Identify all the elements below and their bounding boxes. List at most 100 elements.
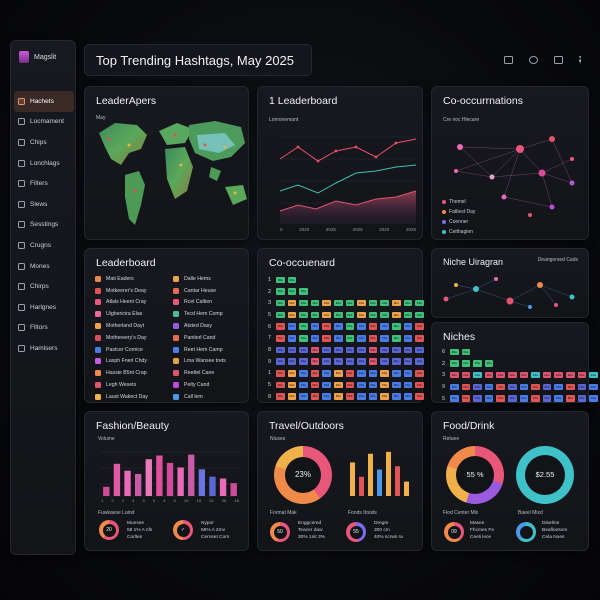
hashtag-chip[interactable]: Fbs <box>404 393 413 400</box>
sidebar-item[interactable]: Hachets <box>14 91 74 112</box>
hashtag-chip[interactable]: Fbs <box>415 347 424 354</box>
hashtag-chip[interactable]: Fbs <box>276 288 285 295</box>
hashtag-chip[interactable]: Fbs <box>299 358 308 365</box>
sidebar-item[interactable]: Mones <box>14 256 74 277</box>
hashtag-chip[interactable]: Fbs <box>334 370 343 377</box>
hashtag-chip[interactable]: Fbs <box>415 335 424 342</box>
hashtag-chip[interactable]: Fbs <box>380 370 389 377</box>
stat-donut[interactable] <box>516 522 536 542</box>
hashtag-chip[interactable]: Fbs <box>357 358 366 365</box>
hashtag-chip[interactable]: Fbs <box>462 360 471 367</box>
hashtag-chip[interactable]: Fbs <box>288 382 297 389</box>
leaderboard-item[interactable]: Lma Wansee trets <box>173 356 247 368</box>
hashtag-chip[interactable]: Fbs <box>531 384 540 391</box>
hashtag-chip[interactable]: Fbs <box>299 300 308 307</box>
stat-donut[interactable]: ✓ <box>173 520 193 540</box>
bar[interactable] <box>156 456 162 496</box>
leaderboard-item[interactable]: Tecd Hem Comp <box>173 308 247 320</box>
hashtag-chip[interactable]: Fbs <box>392 393 401 400</box>
bar[interactable] <box>220 479 226 496</box>
hashtag-chip[interactable]: Fbs <box>346 382 355 389</box>
donut-chart[interactable]: $2.55 <box>516 446 574 504</box>
hashtag-chip[interactable]: Fbs <box>299 370 308 377</box>
bar[interactable] <box>386 452 391 496</box>
sidebar-item[interactable]: Slews <box>14 194 74 215</box>
hashtag-chip[interactable]: Fbs <box>299 312 308 319</box>
hashtag-chip[interactable]: Fbs <box>380 312 389 319</box>
stat-donut[interactable]: 20 <box>99 520 119 540</box>
hashtag-chip[interactable]: Fbs <box>334 300 343 307</box>
hashtag-chip[interactable]: Fbs <box>288 323 297 330</box>
hashtag-chip[interactable]: Fbs <box>380 300 389 307</box>
hashtag-chip[interactable]: Fbs <box>311 347 320 354</box>
hashtag-chip[interactable]: Fbs <box>288 347 297 354</box>
sidebar-item[interactable]: Chips <box>14 132 74 153</box>
hashtag-chip[interactable]: Fbs <box>299 347 308 354</box>
hashtag-chip[interactable]: Fbs <box>299 288 308 295</box>
hashtag-chip[interactable]: Fbs <box>357 393 366 400</box>
eye-icon[interactable] <box>529 56 538 64</box>
hashtag-chip[interactable]: Fbs <box>346 300 355 307</box>
hashtag-chip[interactable]: Fbs <box>288 358 297 365</box>
hashtag-chip[interactable]: Fbs <box>357 312 366 319</box>
hashtag-chip[interactable]: Fbs <box>415 300 424 307</box>
hashtag-chip[interactable]: Fbs <box>276 347 285 354</box>
hashtag-chip[interactable]: Fbs <box>311 358 320 365</box>
hashtag-chip[interactable]: Fbs <box>404 347 413 354</box>
hashtag-chip[interactable]: Fbs <box>322 312 331 319</box>
hashtag-chip[interactable]: Fbs <box>369 370 378 377</box>
donut-chart[interactable]: 55 % <box>446 446 504 504</box>
hashtag-chip[interactable]: Fbs <box>578 395 587 402</box>
hashtag-chip[interactable]: Fbs <box>392 347 401 354</box>
sidebar-item[interactable]: Sesstings <box>14 215 74 236</box>
bar[interactable] <box>231 483 237 496</box>
hashtag-chip[interactable]: Fbs <box>543 395 552 402</box>
hashtag-chip[interactable]: Fbs <box>369 393 378 400</box>
hashtag-chip[interactable]: Fbs <box>311 335 320 342</box>
hashtag-chip[interactable]: Fbs <box>380 358 389 365</box>
sidebar-item[interactable]: Filters <box>14 173 74 194</box>
hashtag-chip[interactable]: Fbs <box>520 372 529 379</box>
hashtag-chip[interactable]: Fbs <box>473 360 482 367</box>
hashtag-chip[interactable]: Fbs <box>276 323 285 330</box>
hashtag-chip[interactable]: Fbs <box>369 335 378 342</box>
hashtag-chip[interactable]: Fbs <box>288 335 297 342</box>
hashtag-chip[interactable]: Fbs <box>404 312 413 319</box>
hashtag-chip[interactable]: Fbs <box>462 349 471 356</box>
hashtag-chip[interactable]: Fbs <box>369 358 378 365</box>
hashtag-chip[interactable]: Fbs <box>380 323 389 330</box>
hashtag-chip[interactable]: Fbs <box>299 335 308 342</box>
hashtag-chip[interactable]: Fbs <box>554 395 563 402</box>
hashtag-chip[interactable]: Fbs <box>276 300 285 307</box>
hashtag-chip[interactable]: Fbs <box>357 323 366 330</box>
hashtag-chip[interactable]: Fbs <box>288 288 297 295</box>
hashtag-chip[interactable]: Fbs <box>554 372 563 379</box>
brand[interactable]: Magslit <box>19 51 56 63</box>
hashtag-chip[interactable]: Fbs <box>404 335 413 342</box>
hashtag-chip[interactable]: Fbs <box>392 358 401 365</box>
hashtag-chip[interactable]: Fbs <box>334 393 343 400</box>
hashtag-chip[interactable]: Fbs <box>322 335 331 342</box>
bar[interactable] <box>209 477 215 496</box>
hashtag-chip[interactable]: Fbs <box>322 382 331 389</box>
hashtag-chip[interactable]: Fbs <box>404 370 413 377</box>
legend-item[interactable]: Fatliest Day <box>442 207 475 217</box>
bar[interactable] <box>350 462 355 496</box>
menu-icon[interactable] <box>579 56 582 64</box>
hashtag-chip[interactable]: Fbs <box>473 395 482 402</box>
hashtag-chip[interactable]: Fbs <box>276 370 285 377</box>
hashtag-chip[interactable]: Fbs <box>380 393 389 400</box>
hashtag-chip[interactable]: Fbs <box>369 382 378 389</box>
hashtag-chip[interactable]: Fbs <box>311 370 320 377</box>
hashtag-chip[interactable]: Fbs <box>276 358 285 365</box>
hashtag-chip[interactable]: Fbs <box>543 384 552 391</box>
stat-donut[interactable]: 09 <box>444 522 464 542</box>
hashtag-chip[interactable]: Fbs <box>357 335 366 342</box>
hashtag-chip[interactable]: Fbs <box>566 372 575 379</box>
niche-network[interactable] <box>432 249 590 319</box>
leaderboard-item[interactable]: Dalle Hems <box>173 273 247 285</box>
hashtag-chip[interactable]: Fbs <box>322 358 331 365</box>
hashtag-chip[interactable]: Fbs <box>288 312 297 319</box>
hashtag-chip[interactable]: Fbs <box>392 300 401 307</box>
legend-item[interactable]: Ceithagien <box>442 227 475 237</box>
